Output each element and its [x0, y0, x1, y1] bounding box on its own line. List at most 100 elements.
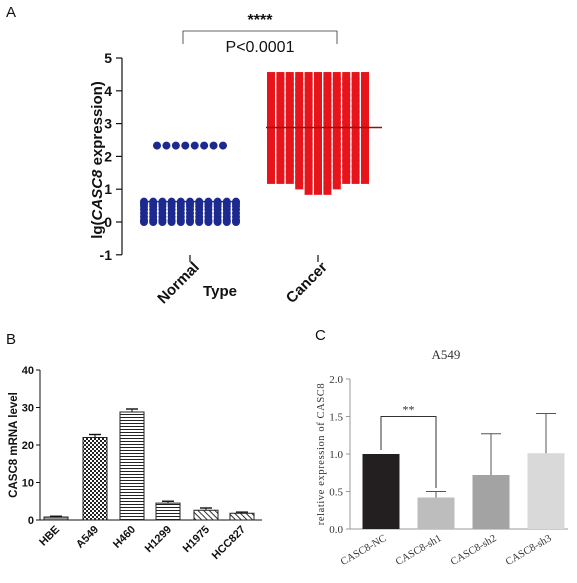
cancer-point [332, 159, 341, 168]
cancer-point [323, 115, 332, 124]
cancer-point [332, 115, 341, 124]
cancer-point [295, 126, 304, 135]
cancer-point [295, 88, 304, 97]
cancer-point [351, 82, 360, 91]
cancer-point [332, 121, 341, 130]
cancer-point [342, 72, 351, 81]
cancer-point [323, 88, 332, 97]
cancer-point [304, 121, 313, 130]
cancer-point [351, 148, 360, 157]
chart-title-c: A549 [432, 347, 461, 362]
cancer-point [342, 164, 351, 173]
cancer-point [295, 121, 304, 130]
cancer-point [314, 88, 322, 97]
cancer-point [285, 110, 294, 119]
cancer-point [276, 148, 285, 157]
cancer-point [332, 82, 341, 91]
cancer-point [361, 132, 369, 141]
cancer-point [361, 93, 369, 102]
cancer-point [285, 148, 294, 157]
cancer-point [267, 164, 275, 173]
bar-b [155, 502, 181, 521]
cancer-point [361, 77, 369, 86]
cancer-point [285, 82, 294, 91]
normal-point [213, 218, 222, 226]
cancer-point [314, 164, 322, 173]
cancer-point [304, 143, 313, 152]
cancer-point [276, 82, 285, 91]
significance-stars-a: **** [248, 12, 274, 29]
cancer-point [295, 115, 304, 124]
cancer-point [285, 170, 294, 179]
cancer-point [276, 143, 285, 152]
cancer-point [323, 164, 332, 173]
cancer-point [351, 93, 360, 102]
normal-point [195, 218, 204, 226]
x-tick-label-a: Normal [154, 259, 203, 308]
bar-c [362, 454, 400, 529]
cancer-point [295, 175, 304, 184]
cancer-point [361, 164, 369, 173]
cancer-point [267, 77, 275, 86]
cancer-point [285, 77, 294, 86]
cancer-point [314, 154, 322, 163]
cancer-point [295, 104, 304, 113]
cancer-point [295, 181, 304, 190]
cancer-point [267, 110, 275, 119]
cancer-point [314, 121, 322, 130]
y-tick-label-c: 1.0 [329, 449, 343, 461]
normal-point [186, 218, 194, 226]
cancer-point [342, 143, 351, 152]
cancer-point [295, 148, 304, 157]
normal-point [158, 218, 167, 226]
cancer-point [323, 132, 332, 141]
cancer-point [332, 181, 341, 190]
cancer-point [351, 132, 360, 141]
cancer-point [267, 88, 275, 97]
normal-point [181, 141, 190, 150]
cancer-point [323, 121, 332, 130]
y-tick-label-b: 20 [22, 440, 34, 452]
cancer-point [267, 126, 275, 135]
cancer-point [361, 121, 369, 130]
cancer-point [361, 175, 369, 184]
cancer-point [267, 72, 275, 81]
cancer-point [285, 104, 294, 113]
cancer-point [351, 143, 360, 152]
cancer-point [304, 154, 313, 163]
cancer-point [342, 82, 351, 91]
y-tick-label-a: 0 [104, 214, 112, 230]
cancer-point [276, 175, 285, 184]
normal-point [232, 218, 240, 226]
cancer-point [314, 132, 322, 141]
cancer-point [304, 104, 313, 113]
cancer-point [295, 77, 304, 86]
cancer-point [332, 99, 341, 108]
cancer-point [276, 154, 285, 163]
cancer-point [332, 110, 341, 119]
bar-b [82, 437, 108, 521]
x-tick-label-c: CASC8-NC [339, 533, 388, 568]
y-tick-label-b: 10 [22, 478, 34, 490]
cancer-point [323, 82, 332, 91]
significance-bracket-c [380, 416, 437, 488]
cancer-point [276, 93, 285, 102]
cancer-point [285, 88, 294, 97]
cancer-point [304, 181, 313, 190]
y-axis-title-c: relative expression of CASC8 [316, 383, 327, 526]
cancer-point [342, 126, 351, 135]
cancer-point [314, 181, 322, 190]
cancer-point [276, 99, 285, 108]
normal-point [153, 141, 161, 150]
x-tick-label-b: HCC827 [210, 524, 248, 562]
cancer-point [267, 137, 275, 146]
cancer-point [295, 99, 304, 108]
y-tick-label-a: -1 [100, 247, 113, 263]
y-tick-label-a: 5 [104, 50, 112, 66]
cancer-point [267, 82, 275, 91]
y-tick-label-c: 1.5 [329, 412, 343, 424]
cancer-point [304, 115, 313, 124]
cancer-point [342, 110, 351, 119]
